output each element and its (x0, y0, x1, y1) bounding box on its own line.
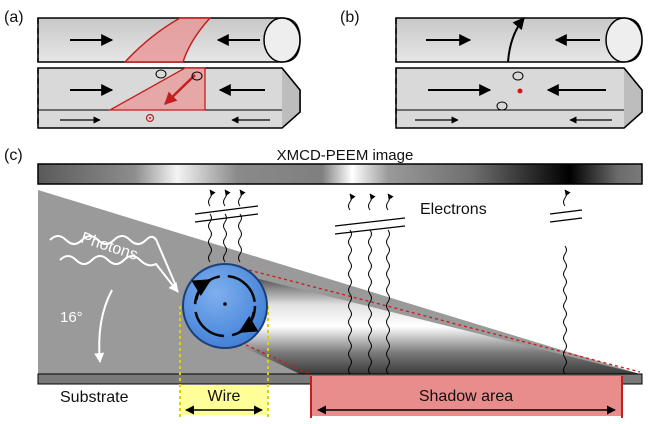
panel-label-c: (c) (4, 147, 23, 164)
substrate-label: Substrate (60, 389, 129, 406)
wire-shadow (215, 268, 640, 374)
angle-label: 16° (60, 309, 83, 326)
xmcd-image-label: XMCD-PEEM image (277, 147, 414, 164)
xmcd-image-strip (37, 163, 643, 185)
wire-label: Wire (208, 388, 241, 405)
panel-a-wire (37, 17, 301, 129)
photon-beam (49, 235, 179, 293)
shadow-area-label: Shadow area (419, 388, 513, 405)
angle-arrow (94, 289, 113, 363)
panel-b-wire (395, 17, 643, 129)
panel-label-a: (a) (4, 9, 24, 26)
electron-paths (208, 189, 571, 375)
electron-break-marks (194, 205, 583, 235)
wire-cross-section (182, 263, 268, 349)
panel-label-b: (b) (340, 9, 360, 26)
electrons-label: Electrons (420, 201, 487, 218)
